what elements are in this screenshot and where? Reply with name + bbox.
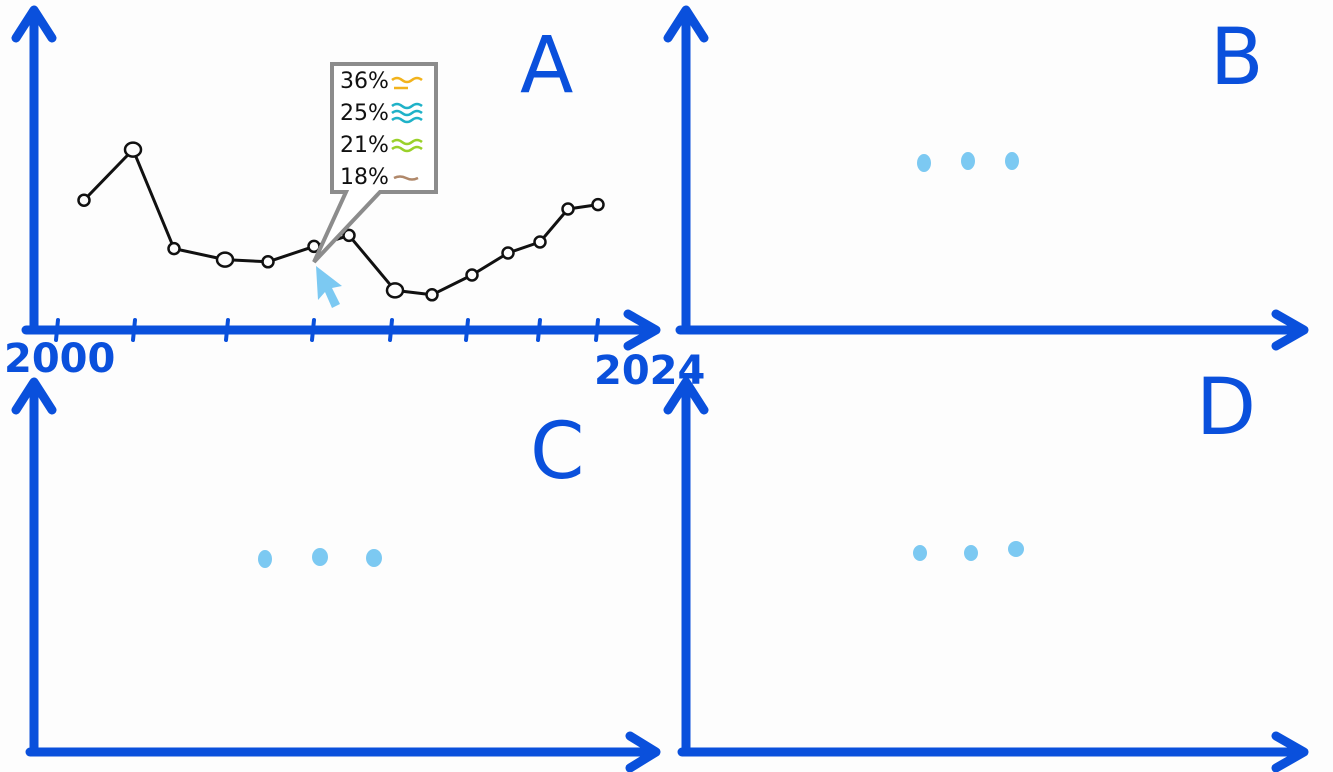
panel-c: C	[11, 377, 661, 772]
series-point	[215, 251, 235, 268]
panel-c-placeholder-dots	[258, 548, 382, 568]
series-point	[591, 197, 605, 212]
series-point	[342, 228, 356, 243]
tooltip-row: 18%	[340, 165, 419, 190]
panel-a-label: A	[520, 21, 573, 111]
panel-b-x-arrowhead	[1271, 309, 1309, 351]
panel-d: D	[663, 363, 1309, 772]
tooltip-pct: 36%	[340, 69, 389, 94]
tooltip-row: 25%	[340, 101, 423, 126]
panel-d-y-arrowhead	[663, 377, 709, 415]
series-point	[77, 193, 91, 207]
panel-c-x-arrowhead	[625, 731, 661, 772]
series-point	[533, 235, 547, 249]
tooltip-rows: 36% 25% 21% 18%	[340, 69, 423, 190]
tooltip-swatch	[391, 76, 423, 90]
panel-a-series	[77, 141, 605, 302]
tooltip-swatch	[391, 102, 423, 124]
panel-d-placeholder-dots	[913, 541, 1024, 561]
panel-b-placeholder-dots	[917, 152, 1019, 172]
series-point	[167, 241, 181, 256]
tooltip-pct: 21%	[340, 133, 389, 158]
panel-a: A 2000 2024 36% 25% 21%	[4, 5, 705, 394]
axis-start-year: 2000	[4, 336, 115, 382]
series-point	[561, 202, 575, 216]
tooltip-pct: 18%	[340, 165, 389, 190]
panel-b: B	[663, 5, 1309, 351]
tooltip: 36% 25% 21% 18%	[312, 62, 438, 264]
panel-c-label: C	[530, 407, 584, 497]
panel-d-label: D	[1196, 363, 1256, 453]
panel-a-x-arrowhead	[623, 309, 661, 351]
series-point	[501, 246, 515, 260]
series-point	[261, 255, 275, 269]
panel-a-y-arrowhead	[11, 5, 57, 43]
tooltip-pct: 25%	[340, 101, 389, 126]
tooltip-row: 36%	[340, 69, 423, 94]
tooltip-row: 21%	[340, 133, 423, 158]
panel-b-label: B	[1210, 13, 1264, 103]
series-point	[465, 268, 479, 282]
tooltip-swatch	[393, 175, 419, 181]
panel-c-y-arrowhead	[11, 377, 57, 415]
tooltip-swatch	[391, 138, 423, 153]
panel-a-ticks	[54, 318, 600, 342]
panel-b-y-arrowhead	[663, 5, 709, 43]
panel-d-x-arrowhead	[1271, 731, 1309, 772]
series-point	[123, 141, 143, 158]
mouse-cursor-icon	[316, 266, 342, 308]
series-point	[425, 288, 439, 302]
series-point	[385, 282, 405, 299]
